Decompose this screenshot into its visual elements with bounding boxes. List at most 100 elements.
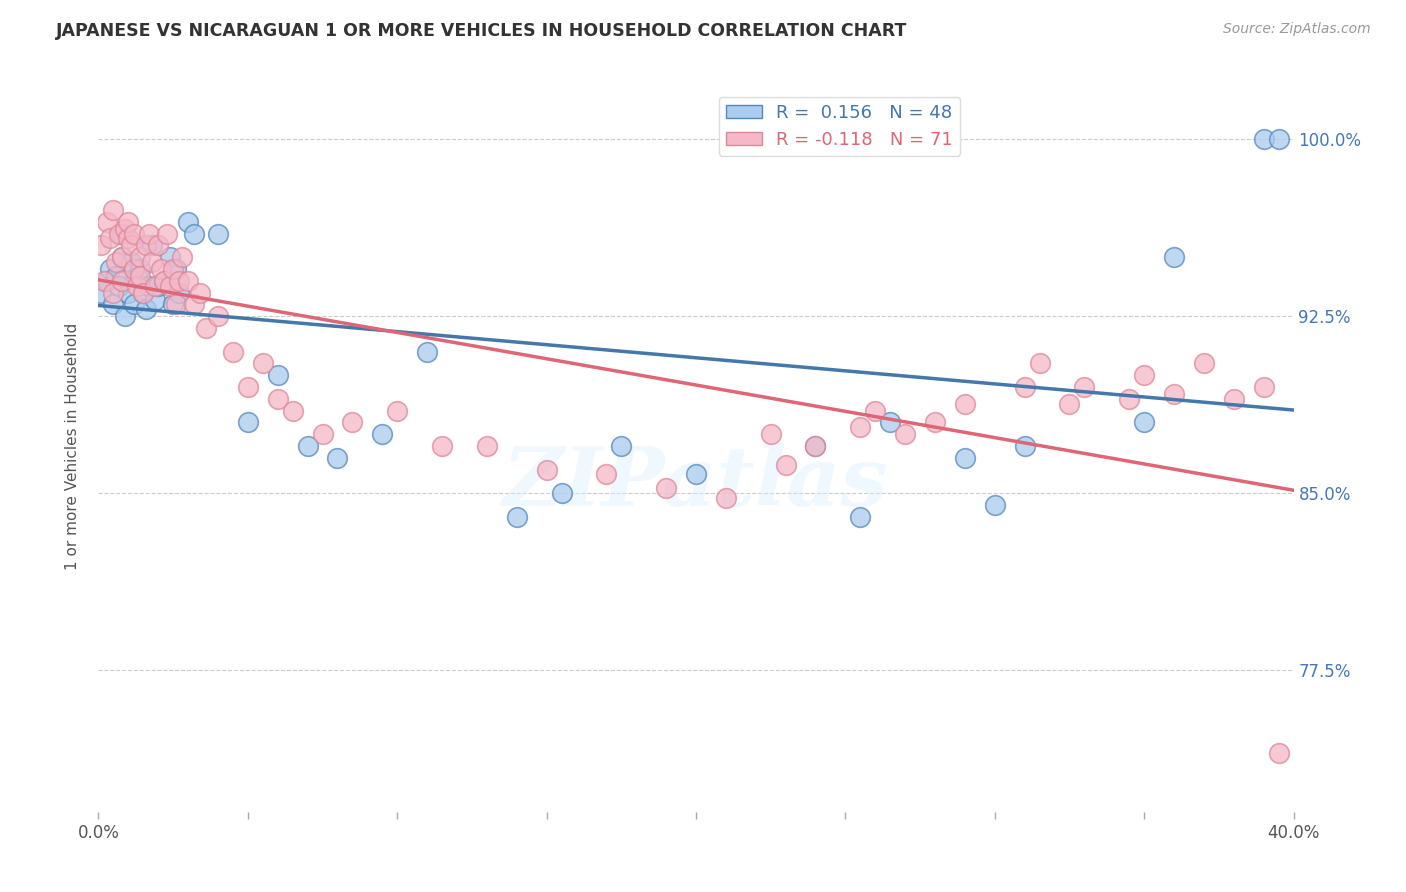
Point [953,450,976,465]
Point [159,278,181,293]
Point [416,344,439,359]
Point [506,509,529,524]
Point [103,285,125,300]
Point [148,278,170,293]
Point [207,227,229,241]
Point [114,222,136,236]
Point [1267,746,1289,760]
Point [162,262,184,277]
Point [430,439,453,453]
Point [132,285,155,300]
Point [195,321,218,335]
Point [1223,392,1246,406]
Point [90,238,112,252]
Point [165,262,187,277]
Point [311,427,333,442]
Point [236,380,259,394]
Point [1014,439,1036,453]
Point [1163,387,1185,401]
Point [849,509,872,524]
Point [894,427,917,442]
Point [207,310,229,324]
Point [879,416,901,430]
Point [595,467,617,482]
Point [222,344,245,359]
Point [252,356,274,370]
Point [132,285,155,300]
Point [111,250,134,264]
Point [1059,396,1081,410]
Point [267,368,290,383]
Point [804,439,827,453]
Point [326,450,349,465]
Point [138,227,160,241]
Point [143,278,166,293]
Point [177,274,200,288]
Point [1118,392,1140,406]
Point [172,250,194,264]
Point [111,274,134,288]
Point [984,498,1007,512]
Point [96,215,118,229]
Point [775,458,797,472]
Point [127,278,149,293]
Point [111,227,134,241]
Point [475,439,498,453]
Point [105,269,128,284]
Point [183,297,205,311]
Text: Source: ZipAtlas.com: Source: ZipAtlas.com [1223,22,1371,37]
Point [162,297,184,311]
Point [236,416,259,430]
Point [685,467,707,482]
Point [610,439,633,453]
Point [655,482,678,496]
Point [90,285,112,300]
Point [714,491,737,505]
Point [165,297,187,311]
Point [135,238,157,252]
Point [120,238,142,252]
Point [1253,132,1275,146]
Point [141,255,163,269]
Point [129,262,152,277]
Point [953,396,976,410]
Point [117,215,139,229]
Y-axis label: 1 or more Vehicles in Household: 1 or more Vehicles in Household [65,322,80,570]
Point [1163,250,1185,264]
Point [93,274,115,288]
Point [103,202,125,217]
Point [103,297,125,311]
Text: ZIPatlas: ZIPatlas [503,442,889,523]
Point [108,278,131,293]
Point [150,262,173,277]
Point [385,403,409,417]
Point [281,403,304,417]
Point [143,293,166,307]
Point [536,462,558,476]
Point [98,262,122,277]
Point [342,416,364,430]
Point [849,420,872,434]
Point [188,285,211,300]
Point [1253,380,1275,394]
Point [550,486,572,500]
Point [111,250,134,264]
Point [153,274,176,288]
Point [114,310,136,324]
Point [167,274,190,288]
Text: JAPANESE VS NICARAGUAN 1 OR MORE VEHICLES IN HOUSEHOLD CORRELATION CHART: JAPANESE VS NICARAGUAN 1 OR MORE VEHICLE… [56,22,908,40]
Point [297,439,319,453]
Point [159,250,181,264]
Point [267,392,290,406]
Point [865,403,887,417]
Point [120,255,142,269]
Point [96,274,118,288]
Point [1192,356,1215,370]
Point [156,227,179,241]
Point [135,302,157,317]
Point [1133,368,1156,383]
Point [371,427,394,442]
Point [148,238,170,252]
Point [1267,132,1289,146]
Point [108,227,131,241]
